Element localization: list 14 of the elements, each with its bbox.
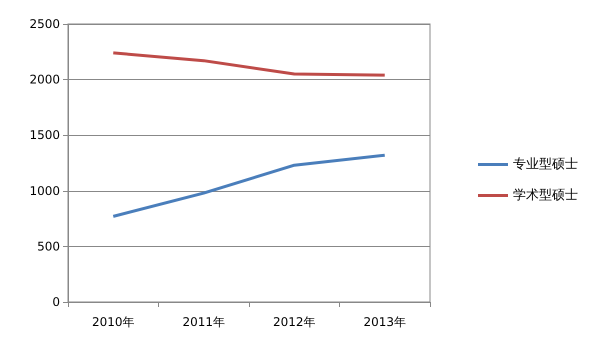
x-tick-label: 2010年 bbox=[92, 315, 135, 329]
y-tick-label: 1500 bbox=[29, 128, 60, 142]
y-tick-label: 2000 bbox=[29, 72, 60, 87]
y-tick-label: 500 bbox=[37, 239, 60, 254]
x-tick-label: 2013年 bbox=[363, 315, 406, 329]
line-series bbox=[112, 51, 386, 77]
line-series bbox=[112, 154, 386, 218]
y-tick-label: 2500 bbox=[29, 17, 60, 31]
legend-label: 学术型硕士 bbox=[513, 188, 578, 203]
y-tick-label: 0 bbox=[52, 295, 60, 309]
x-tick-label: 2012年 bbox=[272, 315, 316, 329]
x-tick-label: 2011年 bbox=[182, 315, 226, 329]
legend-label: 专业型硕士 bbox=[513, 157, 578, 172]
y-tick-label: 1000 bbox=[29, 184, 60, 198]
